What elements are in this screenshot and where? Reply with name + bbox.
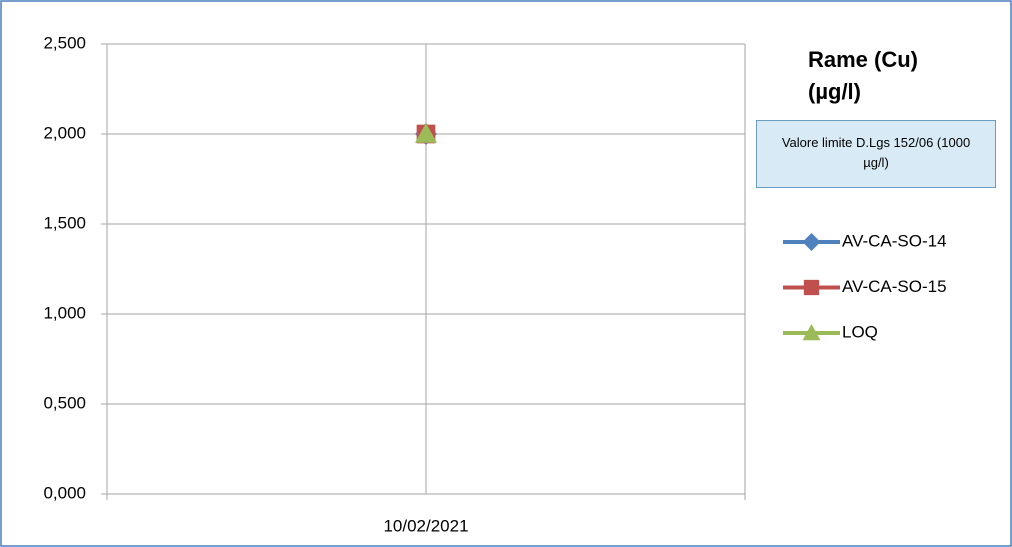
legend-marker	[802, 233, 821, 251]
annotation: Valore limite D.Lgs 152/06 (1000 µg/l)	[756, 120, 996, 188]
legend-label: LOQ	[842, 322, 878, 341]
y-tick-label: 1,000	[43, 303, 86, 322]
marker	[415, 123, 437, 143]
x-tick-label: 10/02/2021	[383, 516, 468, 535]
y-tick-label: 0,000	[43, 483, 86, 502]
chart-title: Rame (Cu) (µg/l)	[808, 47, 919, 104]
legend-label: AV-CA-SO-15	[842, 277, 947, 296]
legend-marker	[802, 324, 821, 341]
y-tick-label: 2,000	[43, 123, 86, 142]
y-tick-label: 0,500	[43, 393, 86, 412]
legend-marker	[803, 279, 820, 296]
y-tick-label: 1,500	[43, 213, 86, 232]
legend-label: AV-CA-SO-14	[842, 231, 947, 250]
y-tick-label: 2,500	[43, 33, 86, 52]
